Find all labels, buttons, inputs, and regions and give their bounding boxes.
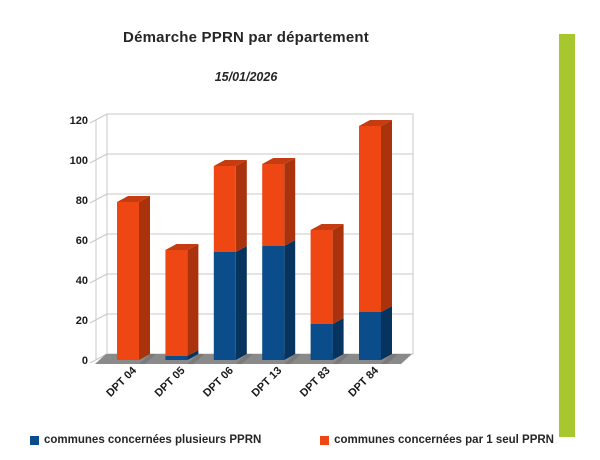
y-tick-label: 80: [76, 195, 88, 207]
bar-top: [165, 244, 199, 250]
green-accent-bar: [559, 34, 575, 437]
legend-label: communes concernées plusieurs PPRN: [44, 434, 262, 446]
bar-front-orange: [359, 126, 381, 312]
bar-side-orange: [235, 160, 247, 252]
bar-side-blue: [284, 240, 296, 360]
bar-front-orange: [213, 166, 236, 252]
legend-label: communes concernées par 1 seul PPRN: [334, 434, 554, 446]
bar-front-orange: [117, 202, 139, 360]
y-tick-label: 100: [70, 155, 88, 167]
bar-side-blue: [187, 350, 199, 360]
bar-shadow: [332, 354, 350, 364]
y-tick-label: 60: [76, 235, 88, 247]
bar-front-blue: [262, 246, 285, 360]
bar-top: [359, 120, 392, 126]
bar-shadow: [235, 354, 253, 364]
bar-front-orange: [165, 250, 188, 356]
bar-front-blue: [310, 324, 333, 360]
bar-front-orange: [310, 230, 333, 324]
bar-group-dpt-83: [310, 224, 350, 364]
bar-top: [213, 160, 247, 166]
x-tick-label: DPT 84: [346, 364, 381, 399]
x-tick-label: DPT 13: [249, 365, 284, 400]
x-tick-label: DPT 04: [104, 364, 139, 399]
bar-group-dpt-84: [359, 120, 398, 364]
x-tick-label: DPT 06: [201, 365, 236, 400]
bar-front-orange: [262, 164, 285, 246]
bar-shadow: [284, 354, 302, 364]
bar-top: [310, 224, 344, 230]
y-tick-label: 0: [82, 355, 88, 367]
y-tick-label: 20: [76, 315, 88, 327]
y-tick: [89, 233, 108, 244]
bar-side-orange: [284, 158, 296, 246]
bar-side-orange: [187, 244, 199, 356]
bar-front-blue: [359, 312, 381, 360]
bar-front-blue: [165, 356, 188, 360]
x-tick-label: DPT 83: [298, 365, 333, 400]
y-tick-label: 120: [70, 115, 88, 127]
y-tick: [89, 273, 108, 284]
y-tick: [89, 313, 108, 324]
bar-side-orange: [332, 224, 344, 324]
y-tick-label: 40: [76, 275, 88, 287]
bar-group-dpt-06: [213, 160, 253, 364]
bar-side-blue: [235, 246, 247, 360]
bar-shadow: [187, 354, 205, 364]
legend-swatch-blue: [30, 435, 39, 445]
bar-front-blue: [213, 252, 236, 360]
y-tick: [89, 193, 108, 204]
bar-top: [117, 196, 150, 202]
chart-subtitle: 15/01/2026: [214, 70, 278, 84]
y-tick: [89, 153, 108, 164]
bar-group-dpt-05: [165, 244, 205, 364]
bar-shadow: [381, 354, 398, 364]
bar-group-dpt-13: [262, 158, 302, 364]
legend-item-plusieurs-pprn: communes concernées plusieurs PPRN: [30, 434, 261, 446]
chart-title: Démarche PPRN par département: [123, 29, 369, 46]
bar-side-blue: [381, 306, 392, 360]
bar-top: [262, 158, 296, 164]
bar-shadow: [139, 354, 156, 364]
bar-side-orange: [381, 120, 392, 312]
bar-side-orange: [139, 196, 150, 360]
bar-group-dpt-04: [117, 196, 156, 364]
x-tick-label: DPT 05: [153, 365, 188, 400]
chart-legend: communes concernées plusieurs PPRN commu…: [30, 434, 554, 446]
bar-side-blue: [332, 318, 344, 360]
legend-item-seul-pprn: communes concernées par 1 seul PPRN: [320, 434, 554, 446]
legend-swatch-orange: [320, 435, 330, 445]
y-tick: [89, 113, 108, 124]
y-tick: [89, 353, 108, 364]
